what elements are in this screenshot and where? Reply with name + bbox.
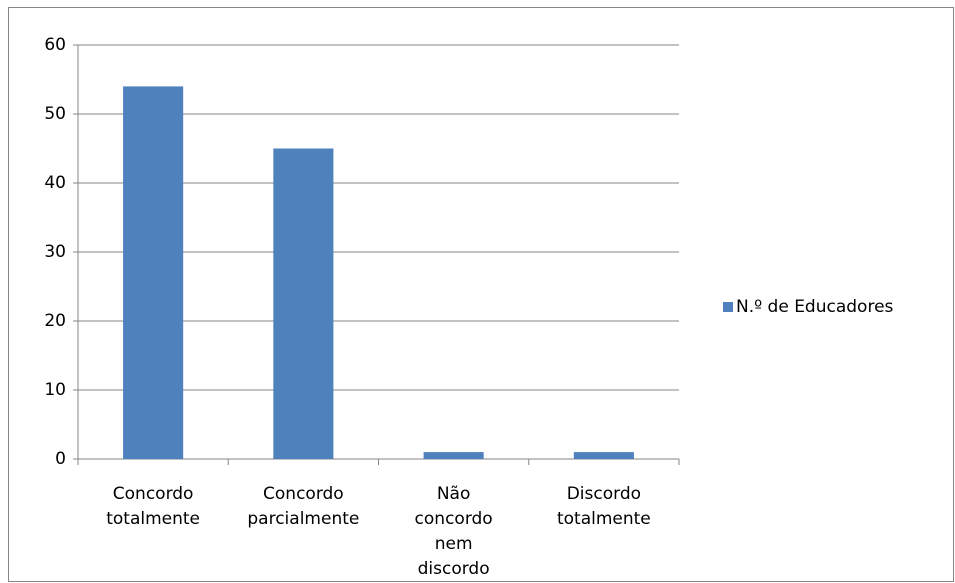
y-tick-label: 30: [44, 242, 66, 262]
bar: [423, 452, 484, 459]
bar: [123, 86, 184, 460]
y-tick-label: 20: [44, 311, 66, 331]
x-tick-label: Discordo totalmente: [557, 484, 651, 529]
x-tick-label: Concordo parcialmente: [247, 484, 359, 529]
x-tick-label: Concordo totalmente: [106, 484, 200, 529]
bar: [273, 148, 334, 459]
y-tick-label: 0: [55, 449, 66, 469]
y-tick-label: 40: [44, 173, 66, 193]
legend-label: N.º de Educadores: [736, 297, 894, 317]
bar: [573, 452, 634, 459]
y-tick-label: 60: [44, 35, 66, 55]
legend-swatch: [723, 302, 733, 312]
y-tick-label: 50: [44, 104, 66, 124]
y-tick-label: 10: [44, 380, 66, 400]
x-tick-label: Não concordo nem discordo: [415, 484, 493, 579]
